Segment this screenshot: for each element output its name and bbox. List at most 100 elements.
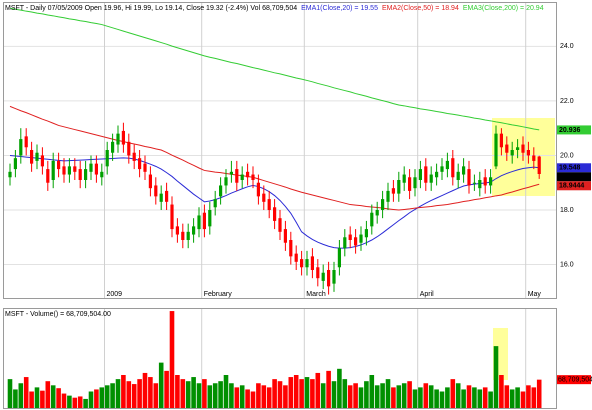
- candle-body: [240, 174, 244, 180]
- volume-bar: [445, 387, 450, 408]
- volume-bar: [536, 379, 542, 408]
- candle-body: [154, 185, 158, 197]
- candle-body: [186, 231, 190, 240]
- volume-bar: [374, 385, 380, 408]
- candle-body: [138, 158, 142, 170]
- candle-body: [143, 163, 147, 172]
- volume-bar: [250, 391, 256, 408]
- candle-body: [267, 199, 271, 210]
- volume-bar: [164, 370, 169, 408]
- candle-body: [337, 248, 341, 268]
- candle-body: [246, 171, 250, 178]
- candle-body: [165, 190, 169, 202]
- volume-bar: [72, 397, 78, 408]
- volume-bar: [234, 387, 240, 408]
- last-value-label: 20.936: [559, 127, 581, 134]
- y-tick-label: 22.0: [560, 98, 574, 105]
- volume-bar: [218, 381, 223, 408]
- last-value-box: [557, 163, 591, 173]
- volume-bar: [212, 383, 218, 408]
- x-tick-label: 2009: [107, 291, 123, 298]
- volume-bar: [391, 387, 396, 408]
- candle-body: [127, 141, 131, 156]
- ema-line: [9, 154, 540, 249]
- chart-title: MSFT - Daily 07/05/2009 Open 19.96, Hi 1…: [5, 5, 297, 12]
- candle-body: [499, 133, 503, 148]
- volume-bar: [326, 370, 331, 408]
- candle-body: [348, 234, 352, 240]
- candle-body: [202, 212, 206, 230]
- x-tick-label: February: [204, 291, 233, 298]
- volume-bar: [482, 387, 488, 408]
- candle-body: [516, 147, 520, 150]
- volume-bar: [83, 398, 88, 408]
- candle-body: [521, 144, 525, 153]
- volume-bar: [428, 385, 434, 408]
- candle-body: [300, 259, 304, 268]
- volume-bar: [148, 377, 153, 408]
- y-tick-label: 24.0: [560, 43, 574, 50]
- volume-bar: [347, 385, 353, 408]
- volume-bar: [266, 387, 272, 408]
- candle-body: [13, 158, 17, 170]
- volume-bar: [137, 379, 142, 408]
- candle-body: [105, 150, 109, 167]
- candle-body: [456, 171, 460, 180]
- ema-line: [9, 105, 540, 211]
- volume-bar: [283, 385, 288, 408]
- volume-bar: [466, 385, 472, 408]
- volume-bar: [342, 379, 348, 408]
- volume-bar: [423, 383, 429, 408]
- candle-body: [84, 169, 88, 180]
- volume-bar: [499, 375, 504, 408]
- candle-body: [289, 240, 293, 257]
- candle-body: [445, 160, 449, 170]
- volume-bar: [493, 346, 499, 408]
- candle-body: [364, 229, 368, 238]
- volume-bar: [504, 385, 510, 408]
- candle-body: [413, 177, 417, 189]
- candle-body: [305, 259, 309, 268]
- candle-body: [40, 155, 44, 167]
- candle-body: [424, 166, 428, 183]
- candle-body: [175, 226, 179, 235]
- volume-bar: [202, 379, 207, 408]
- volume-bar: [434, 389, 439, 408]
- candle-body: [321, 272, 325, 281]
- last-value-box: [557, 181, 591, 191]
- ema-line: [9, 7, 540, 131]
- volume-bar: [385, 379, 391, 408]
- volume-bar: [34, 387, 40, 408]
- volume-bar: [40, 390, 45, 408]
- volume-bar: [531, 387, 537, 408]
- candle-body: [483, 177, 487, 186]
- candle-body: [197, 215, 201, 230]
- volume-bar: [358, 387, 364, 408]
- volume-bar: [121, 375, 126, 408]
- candle-body: [159, 193, 163, 202]
- candle-body: [343, 237, 347, 249]
- candle-body: [526, 150, 530, 156]
- volume-bar: [196, 383, 202, 408]
- candle-body: [359, 234, 363, 243]
- volume-bar: [23, 377, 29, 408]
- volume-bar: [337, 368, 342, 408]
- last-value-box: [557, 375, 591, 385]
- candle-body: [381, 199, 385, 210]
- volume-bar: [304, 377, 310, 408]
- candle-body: [451, 158, 455, 178]
- volume-bar: [369, 375, 375, 408]
- candle-body: [532, 155, 536, 161]
- volume-bar: [261, 385, 267, 408]
- volume-bar: [115, 379, 121, 408]
- candle-body: [472, 182, 476, 184]
- candle-body: [478, 180, 482, 189]
- candle-body: [505, 144, 509, 153]
- candle-body: [148, 174, 152, 189]
- volume-bar: [207, 385, 213, 408]
- candle-body: [256, 182, 260, 197]
- last-value-label: 18.9444: [559, 183, 584, 190]
- volume-bar: [488, 391, 493, 408]
